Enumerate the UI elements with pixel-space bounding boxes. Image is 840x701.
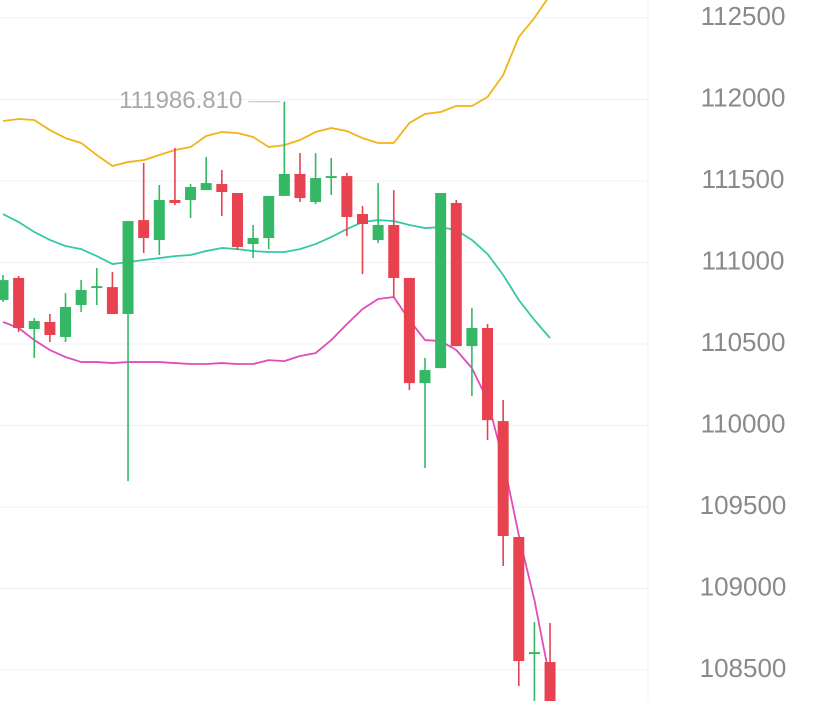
y-tick-label: 108500 [700,653,787,683]
y-tick-label: 112000 [701,82,786,112]
candle-body [450,202,462,347]
candle-body [310,178,322,202]
candle-body [185,186,197,201]
candle-body [528,652,540,655]
y-tick-label: 111000 [702,245,785,275]
y-tick-label: 110500 [701,327,786,357]
y-tick-label: 110000 [701,408,786,438]
candle-body [388,224,400,278]
band-line [2,0,548,167]
candle-body [231,193,243,247]
y-tick-label: 109000 [700,571,787,601]
candle-body [0,280,9,300]
candle-body [216,184,228,193]
candle-body [60,306,72,337]
candle-body [138,220,150,239]
candle-body [419,370,431,384]
band-line [2,213,551,339]
candle-body [403,277,415,384]
candle-body [247,238,259,245]
candle-body [44,321,56,336]
candle-body [513,536,525,662]
candle-body [200,183,212,191]
y-tick-label: 111500 [702,164,785,194]
candle-body [356,214,368,224]
candle-body [435,193,447,369]
high-label: 111986.810 [119,87,242,114]
candle-body [169,200,181,203]
candle-body [278,173,290,196]
y-tick-label: 112500 [701,1,786,31]
candle-body [372,224,384,240]
candle-body [75,290,87,306]
band-line [2,296,551,681]
candle-body [13,277,25,329]
candle-body [341,176,353,217]
candle-body [28,320,40,329]
candle-body [325,176,337,179]
candle-body [294,173,306,199]
candle-body [263,195,275,239]
candle-body [466,328,478,347]
candle-body [153,200,165,240]
candle-body [482,328,494,421]
y-tick-label: 109500 [700,490,787,520]
candle-body [544,662,556,701]
candle-body [497,421,509,537]
candle-body [122,221,134,314]
candle-body [91,286,103,289]
candle-body [106,287,118,314]
